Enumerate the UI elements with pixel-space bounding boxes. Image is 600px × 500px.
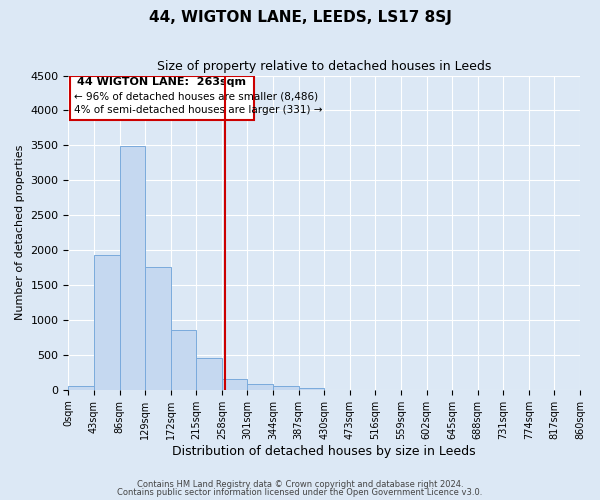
Text: 44, WIGTON LANE, LEEDS, LS17 8SJ: 44, WIGTON LANE, LEEDS, LS17 8SJ bbox=[149, 10, 451, 25]
Bar bbox=[68, 386, 94, 390]
X-axis label: Distribution of detached houses by size in Leeds: Distribution of detached houses by size … bbox=[172, 444, 476, 458]
Y-axis label: Number of detached properties: Number of detached properties bbox=[15, 145, 25, 320]
Bar bbox=[273, 386, 299, 390]
Bar bbox=[145, 267, 171, 390]
Title: Size of property relative to detached houses in Leeds: Size of property relative to detached ho… bbox=[157, 60, 491, 73]
Bar bbox=[119, 146, 145, 390]
Bar bbox=[94, 255, 119, 390]
Bar bbox=[171, 330, 196, 390]
Bar bbox=[247, 384, 273, 390]
Text: Contains HM Land Registry data © Crown copyright and database right 2024.: Contains HM Land Registry data © Crown c… bbox=[137, 480, 463, 489]
Bar bbox=[196, 358, 222, 390]
Text: 44 WIGTON LANE:  263sqm: 44 WIGTON LANE: 263sqm bbox=[77, 78, 246, 88]
Bar bbox=[222, 378, 247, 390]
Text: 4% of semi-detached houses are larger (331) →: 4% of semi-detached houses are larger (3… bbox=[74, 104, 323, 115]
Text: ← 96% of detached houses are smaller (8,486): ← 96% of detached houses are smaller (8,… bbox=[74, 91, 319, 101]
Bar bbox=[70, 76, 254, 120]
Text: Contains public sector information licensed under the Open Government Licence v3: Contains public sector information licen… bbox=[118, 488, 482, 497]
Bar bbox=[299, 388, 324, 390]
